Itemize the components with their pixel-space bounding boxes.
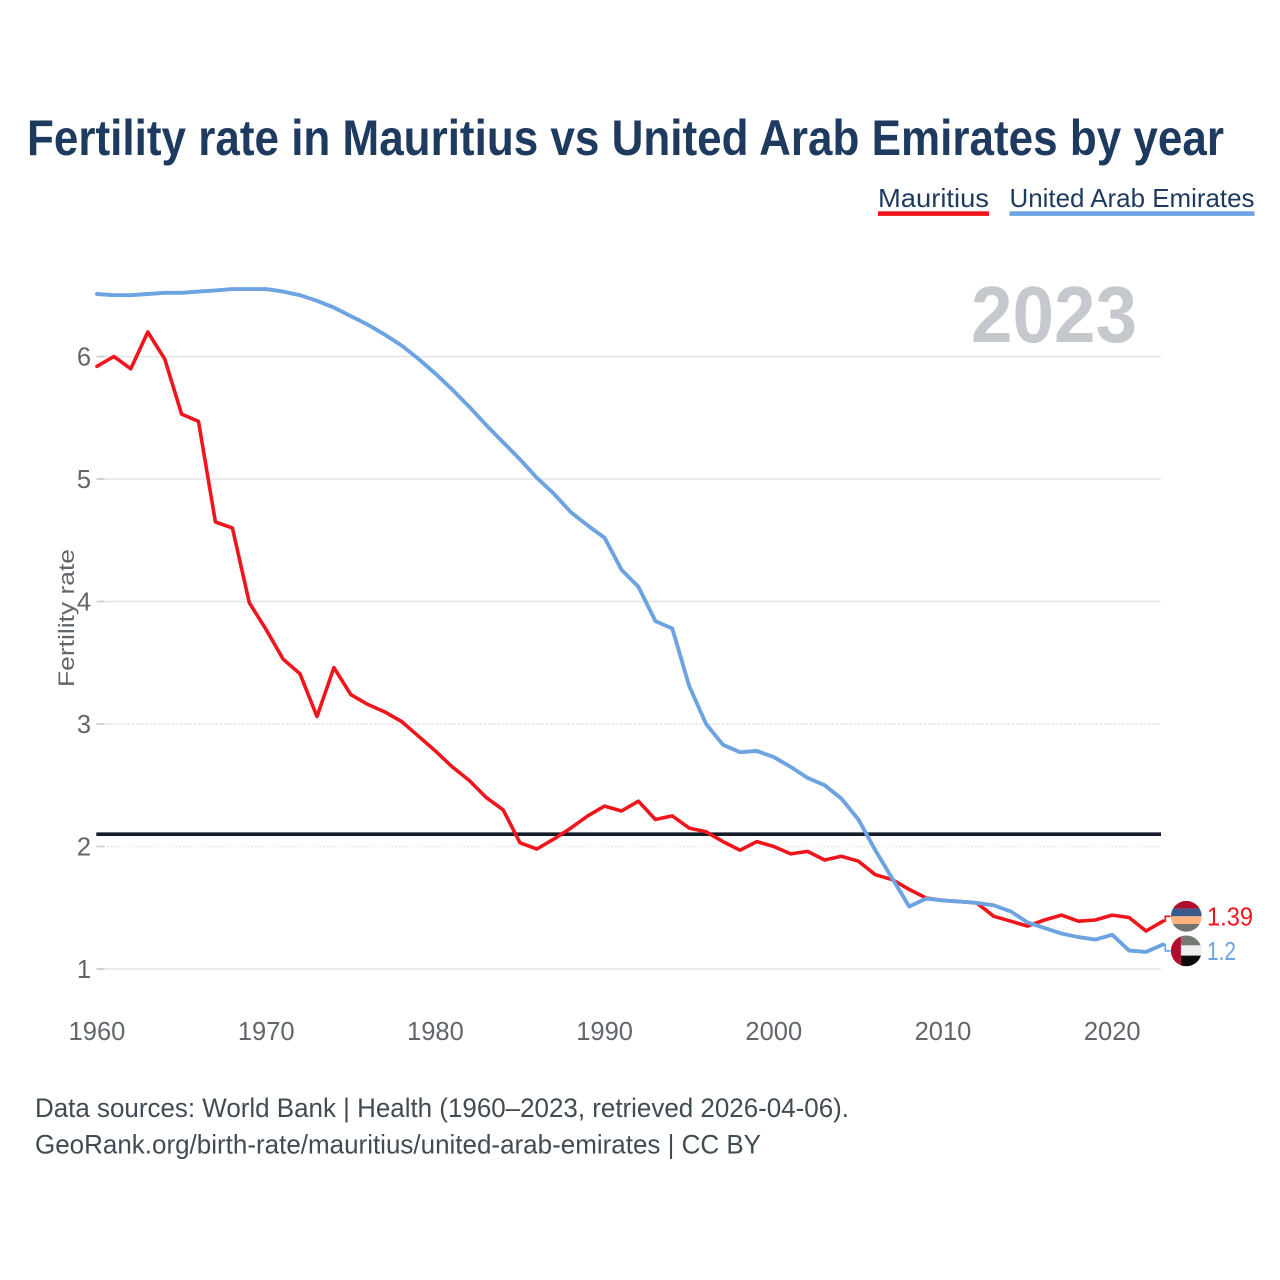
svg-text:1.39: 1.39: [1207, 902, 1253, 932]
svg-text:Data sources: World Bank | Hea: Data sources: World Bank | Health (1960–…: [35, 1093, 849, 1123]
svg-text:Mauritius: Mauritius: [878, 183, 989, 213]
svg-text:2: 2: [77, 834, 91, 862]
svg-text:Fertility rate in Mauritius vs: Fertility rate in Mauritius vs United Ar…: [27, 110, 1224, 166]
svg-text:1960: 1960: [69, 1018, 126, 1046]
svg-text:1990: 1990: [576, 1018, 633, 1046]
svg-text:6: 6: [77, 344, 91, 372]
svg-text:1: 1: [77, 956, 91, 984]
svg-text:5: 5: [77, 466, 91, 494]
svg-text:2020: 2020: [1084, 1018, 1141, 1046]
svg-text:GeoRank.org/birth-rate/mauriti: GeoRank.org/birth-rate/mauritius/united-…: [35, 1130, 761, 1160]
svg-text:2000: 2000: [745, 1018, 802, 1046]
svg-text:Fertility rate: Fertility rate: [54, 549, 79, 687]
svg-text:1980: 1980: [407, 1018, 464, 1046]
svg-text:3: 3: [77, 711, 91, 739]
svg-text:2010: 2010: [915, 1018, 972, 1046]
svg-text:1970: 1970: [238, 1018, 295, 1046]
svg-text:2023: 2023: [971, 270, 1137, 359]
svg-text:4: 4: [77, 589, 91, 617]
svg-text:United Arab Emirates: United Arab Emirates: [1010, 183, 1255, 213]
svg-text:1.2: 1.2: [1207, 936, 1236, 966]
